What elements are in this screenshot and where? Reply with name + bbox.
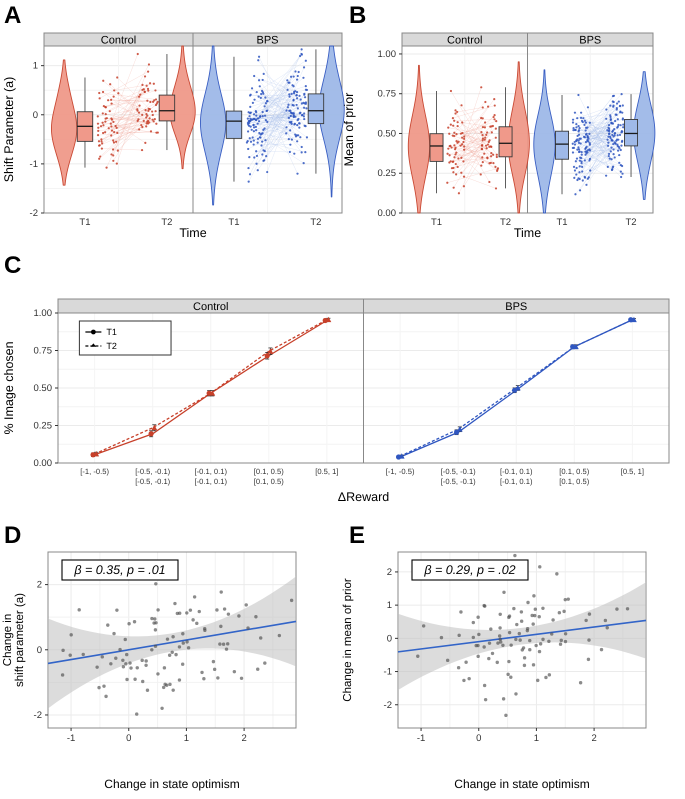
- svg-text:Control: Control: [101, 35, 136, 47]
- svg-text:1: 1: [184, 733, 189, 744]
- svg-text:T2: T2: [310, 217, 321, 228]
- svg-text:1: 1: [387, 600, 392, 611]
- svg-text:β = 0.35, p = .01: β = 0.35, p = .01: [73, 563, 165, 577]
- svg-text:0.75: 0.75: [34, 346, 53, 357]
- svg-text:-1: -1: [67, 733, 75, 744]
- svg-text:[-0.5, -0.1): [-0.5, -0.1): [135, 477, 170, 486]
- svg-text:Control: Control: [447, 35, 482, 47]
- svg-text:ΔReward: ΔReward: [338, 490, 389, 504]
- svg-text:0.00: 0.00: [34, 458, 53, 469]
- svg-text:2: 2: [241, 733, 246, 744]
- svg-text:0.00: 0.00: [378, 208, 397, 219]
- svg-text:T2: T2: [500, 217, 511, 228]
- svg-text:[-0.1, 0.1): [-0.1, 0.1): [500, 467, 533, 476]
- svg-text:Time: Time: [514, 226, 541, 240]
- svg-text:Change in state optimism: Change in state optimism: [104, 777, 239, 791]
- svg-text:Change in mean of prior: Change in mean of prior: [342, 578, 354, 702]
- svg-text:[0.1, 0.5): [0.1, 0.5): [559, 467, 589, 476]
- svg-text:0.25: 0.25: [34, 421, 53, 432]
- svg-text:% Image chosen: % Image chosen: [2, 341, 16, 434]
- svg-text:0.50: 0.50: [34, 383, 53, 394]
- svg-text:-2: -2: [30, 208, 38, 219]
- svg-text:-1: -1: [30, 159, 38, 170]
- svg-text:-1: -1: [384, 667, 392, 678]
- svg-text:T1: T1: [106, 327, 117, 337]
- svg-text:T1: T1: [79, 217, 90, 228]
- svg-text:[-0.1, 0.1): [-0.1, 0.1): [500, 477, 533, 486]
- svg-text:[-1, -0.5): [-1, -0.5): [386, 467, 415, 476]
- svg-text:T1: T1: [431, 217, 442, 228]
- svg-text:BPS: BPS: [256, 35, 278, 47]
- svg-text:[-0.1, 0.1): [-0.1, 0.1): [195, 477, 228, 486]
- svg-text:T2: T2: [625, 217, 636, 228]
- svg-text:Change in state optimism: Change in state optimism: [454, 777, 589, 791]
- svg-text:[-0.5, -0.1): [-0.5, -0.1): [441, 467, 476, 476]
- svg-text:1: 1: [33, 61, 38, 72]
- svg-text:Control: Control: [193, 301, 228, 313]
- svg-text:[-0.5, -0.1): [-0.5, -0.1): [441, 477, 476, 486]
- svg-text:0: 0: [126, 733, 131, 744]
- svg-text:0: 0: [33, 110, 38, 121]
- svg-text:1.00: 1.00: [378, 49, 397, 60]
- svg-text:BPS: BPS: [579, 35, 601, 47]
- svg-text:[-0.1, 0.1): [-0.1, 0.1): [195, 467, 228, 476]
- svg-text:Time: Time: [179, 226, 206, 240]
- svg-text:T1: T1: [556, 217, 567, 228]
- svg-text:Change inshift parameter (a): Change inshift parameter (a): [2, 593, 26, 687]
- svg-text:0: 0: [476, 733, 481, 744]
- svg-text:[-1, -0.5): [-1, -0.5): [80, 467, 109, 476]
- svg-text:[0.1, 0.5): [0.1, 0.5): [559, 477, 589, 486]
- svg-text:0: 0: [387, 633, 392, 644]
- svg-text:0.50: 0.50: [378, 128, 397, 139]
- svg-text:[-0.5, -0.1): [-0.5, -0.1): [135, 467, 170, 476]
- svg-text:β = 0.29, p = .02: β = 0.29, p = .02: [423, 563, 515, 577]
- svg-text:-1: -1: [417, 733, 425, 744]
- svg-text:0.75: 0.75: [378, 89, 397, 100]
- svg-text:2: 2: [591, 733, 596, 744]
- svg-text:0: 0: [37, 645, 42, 656]
- svg-text:0.25: 0.25: [378, 168, 397, 179]
- svg-text:BPS: BPS: [505, 301, 527, 313]
- svg-text:[0.5, 1]: [0.5, 1]: [315, 467, 338, 476]
- svg-text:1.00: 1.00: [34, 308, 53, 319]
- svg-text:T2: T2: [161, 217, 172, 228]
- svg-text:T2: T2: [106, 341, 117, 351]
- svg-text:2: 2: [387, 567, 392, 578]
- svg-text:Shift Parameter (a): Shift Parameter (a): [2, 77, 16, 183]
- svg-text:[0.1, 0.5): [0.1, 0.5): [254, 477, 284, 486]
- svg-text:[0.5, 1]: [0.5, 1]: [621, 467, 644, 476]
- svg-text:T1: T1: [228, 217, 239, 228]
- svg-text:-2: -2: [34, 710, 42, 721]
- svg-text:1: 1: [534, 733, 539, 744]
- svg-text:2: 2: [37, 580, 42, 591]
- svg-text:Mean of prior: Mean of prior: [342, 93, 356, 167]
- svg-text:[0.1, 0.5): [0.1, 0.5): [254, 467, 284, 476]
- svg-text:-2: -2: [384, 700, 392, 711]
